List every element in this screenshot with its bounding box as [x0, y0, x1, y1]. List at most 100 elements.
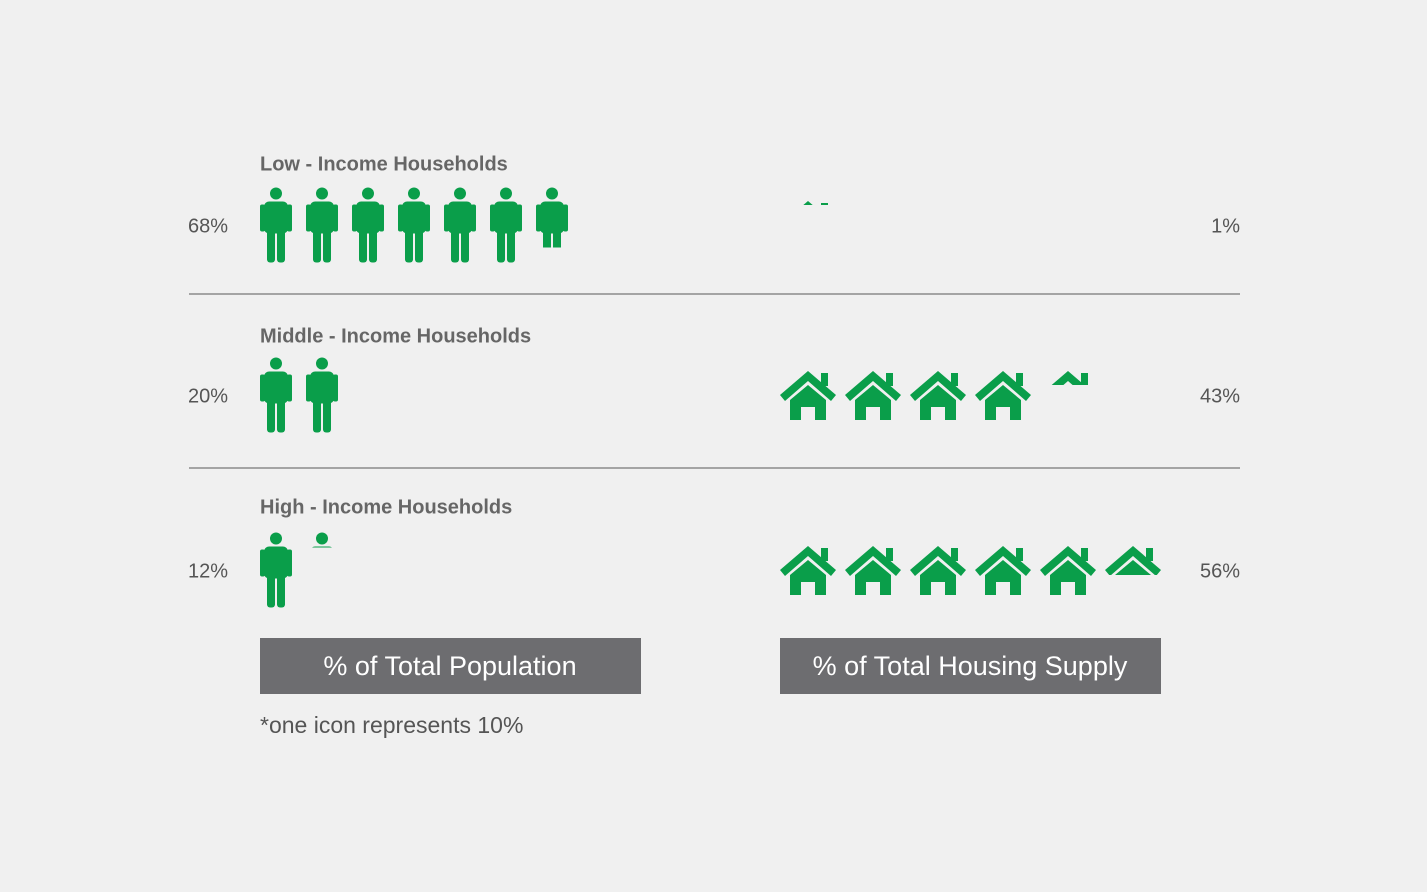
head: [316, 532, 328, 545]
arm: [379, 204, 384, 232]
category-label: High - Income Households: [260, 496, 512, 518]
person-icon: [260, 532, 292, 608]
torso: [402, 201, 426, 234]
arm: [517, 204, 522, 232]
house-body: [1115, 560, 1151, 575]
torso: [448, 201, 472, 234]
leg: [323, 229, 331, 263]
arm: [563, 204, 568, 232]
arm: [471, 204, 476, 232]
head: [270, 357, 282, 370]
leg: [277, 229, 285, 263]
person-icon: [444, 187, 476, 263]
head: [500, 187, 512, 200]
leg: [267, 229, 275, 263]
chimney: [951, 548, 958, 561]
chimney: [821, 203, 828, 205]
icon-row: [780, 371, 1088, 420]
category-label: Low - Income Households: [260, 153, 508, 175]
icon-row: [803, 201, 828, 205]
arm: [333, 204, 338, 232]
house-body: [1050, 560, 1086, 595]
chimney: [886, 548, 893, 561]
house-icon: [780, 546, 836, 595]
arm: [260, 549, 265, 577]
leg: [277, 399, 285, 433]
value-label: 43%: [1200, 385, 1240, 407]
house-icon: [1051, 371, 1088, 385]
arm: [536, 204, 541, 232]
house-icon: [845, 546, 901, 595]
chimney: [1016, 548, 1023, 561]
series-label: % of Total Housing Supply: [813, 651, 1128, 681]
arm: [306, 374, 311, 402]
person-icon: [260, 357, 292, 433]
leg: [543, 229, 551, 248]
house-icon: [910, 371, 966, 420]
person-icon: [306, 187, 338, 263]
category-label: Middle - Income Households: [260, 325, 531, 347]
arm: [490, 204, 495, 232]
arm: [260, 374, 265, 402]
chimney: [1081, 373, 1088, 385]
leg: [405, 229, 413, 263]
leg: [451, 229, 459, 263]
person-icon: [490, 187, 522, 263]
house-body: [985, 560, 1021, 595]
icon-row: [260, 187, 568, 263]
leg: [369, 229, 377, 263]
house-body: [920, 560, 956, 595]
head: [270, 532, 282, 545]
house-icon: [975, 546, 1031, 595]
house-body: [855, 385, 891, 420]
torso: [264, 201, 288, 234]
note: *one icon represents 10%: [260, 712, 523, 738]
house-icon: [910, 546, 966, 595]
roof: [1051, 371, 1085, 385]
head: [454, 187, 466, 200]
leg: [461, 229, 469, 263]
torso: [312, 546, 332, 548]
arm: [287, 374, 292, 402]
roof: [803, 201, 813, 205]
person-icon: [352, 187, 384, 263]
leg: [277, 574, 285, 608]
house-body: [790, 560, 826, 595]
arm: [260, 204, 265, 232]
person-icon: [536, 187, 568, 248]
house-body: [985, 385, 1021, 420]
series-label: % of Total Population: [323, 651, 576, 681]
arm: [398, 204, 403, 232]
arm: [425, 204, 430, 232]
icon-row: [780, 546, 1161, 595]
series-box: [260, 638, 641, 694]
head: [316, 357, 328, 370]
arm: [287, 549, 292, 577]
torso: [310, 371, 334, 404]
person-icon: [312, 532, 332, 548]
house-body: [855, 560, 891, 595]
house-icon: [845, 371, 901, 420]
chimney: [1146, 548, 1153, 561]
head: [316, 187, 328, 200]
arm: [444, 204, 449, 232]
torso: [540, 201, 564, 234]
series-box: [780, 638, 1161, 694]
torso: [264, 546, 288, 579]
arm: [333, 374, 338, 402]
torso: [356, 201, 380, 234]
leg: [553, 229, 561, 248]
head: [362, 187, 374, 200]
arm: [287, 204, 292, 232]
chimney: [886, 373, 893, 386]
torso: [494, 201, 518, 234]
arm: [352, 204, 357, 232]
arm: [306, 204, 311, 232]
leg: [497, 229, 505, 263]
head: [546, 187, 558, 200]
leg: [507, 229, 515, 263]
head: [408, 187, 420, 200]
house-icon: [975, 371, 1031, 420]
